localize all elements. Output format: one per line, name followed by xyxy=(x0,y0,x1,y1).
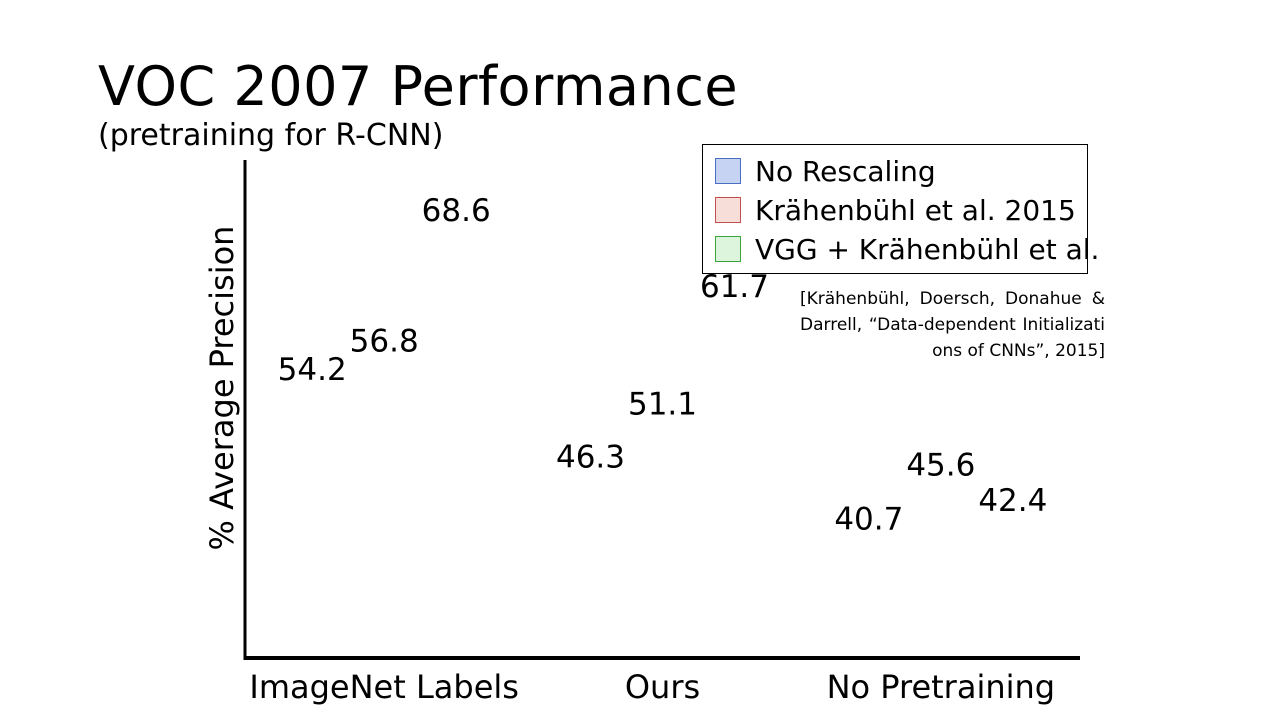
bar-ours-vgg-kr-henb-hl-et-al xyxy=(704,307,766,658)
bar-ours-kr-henb-hl-et-al-2015 xyxy=(632,424,694,658)
legend-item-krahenbuhl: Krähenbühl et al. 2015 xyxy=(715,192,1076,228)
bar-no-pretraining-kr-henb-hl-et-al-2015 xyxy=(910,485,972,658)
data-label-imagenet-labels-vgg-kr-henb-hl-et-al: 68.6 xyxy=(422,193,491,229)
data-label-ours-no-rescaling: 46.3 xyxy=(556,440,625,476)
bar-ours-no-rescaling xyxy=(560,478,622,658)
chart-title: VOC 2007 Performance xyxy=(98,55,739,118)
data-label-ours-kr-henb-hl-et-al-2015: 51.1 xyxy=(628,386,697,422)
legend-item-vgg-krahenbuhl: VGG + Krähenbühl et al. xyxy=(715,231,1099,267)
data-label-ours-vgg-kr-henb-hl-et-al: 61.7 xyxy=(700,269,769,305)
bar-imagenet-labels-kr-henb-hl-et-al-2015 xyxy=(353,361,415,658)
x-tick-label-no-pretraining: No Pretraining xyxy=(827,668,1056,706)
y-axis-label: % Average Precision xyxy=(203,226,241,551)
citation-annotation: [Krähenbühl, Doersch, Donahue & Darrell,… xyxy=(800,289,1105,361)
bar-no-pretraining-no-rescaling xyxy=(838,540,900,658)
bar-imagenet-labels-no-rescaling xyxy=(281,390,343,658)
legend-label-vgg-krahenbuhl: VGG + Krähenbühl et al. xyxy=(755,232,1100,266)
legend-swatch-no-rescaling xyxy=(715,158,741,184)
data-label-no-pretraining-no-rescaling: 40.7 xyxy=(834,502,903,538)
x-tick-label-imagenet-labels: ImageNet Labels xyxy=(249,668,519,706)
data-label-imagenet-labels-no-rescaling: 54.2 xyxy=(278,352,347,388)
data-label-imagenet-labels-kr-henb-hl-et-al-2015: 56.8 xyxy=(350,323,419,359)
legend-swatch-vgg-krahenbuhl xyxy=(715,236,741,262)
data-label-no-pretraining-kr-henb-hl-et-al-2015: 45.6 xyxy=(906,447,975,483)
chart-legend: No Rescaling Krähenbühl et al. 2015 VGG … xyxy=(702,144,1099,274)
legend-item-no-rescaling: No Rescaling xyxy=(715,153,936,189)
legend-label-no-rescaling: No Rescaling xyxy=(755,154,936,188)
chart-subtitle: (pretraining for R-CNN) xyxy=(98,118,444,153)
legend-label-krahenbuhl: Krähenbühl et al. 2015 xyxy=(755,193,1076,227)
x-tick-label-ours: Ours xyxy=(625,668,700,706)
legend-swatch-krahenbuhl xyxy=(715,197,741,223)
bar-imagenet-labels-vgg-kr-henb-hl-et-al xyxy=(425,231,487,658)
bar-no-pretraining-vgg-kr-henb-hl-et-al xyxy=(982,521,1044,658)
data-label-no-pretraining-vgg-kr-henb-hl-et-al: 42.4 xyxy=(978,483,1047,519)
